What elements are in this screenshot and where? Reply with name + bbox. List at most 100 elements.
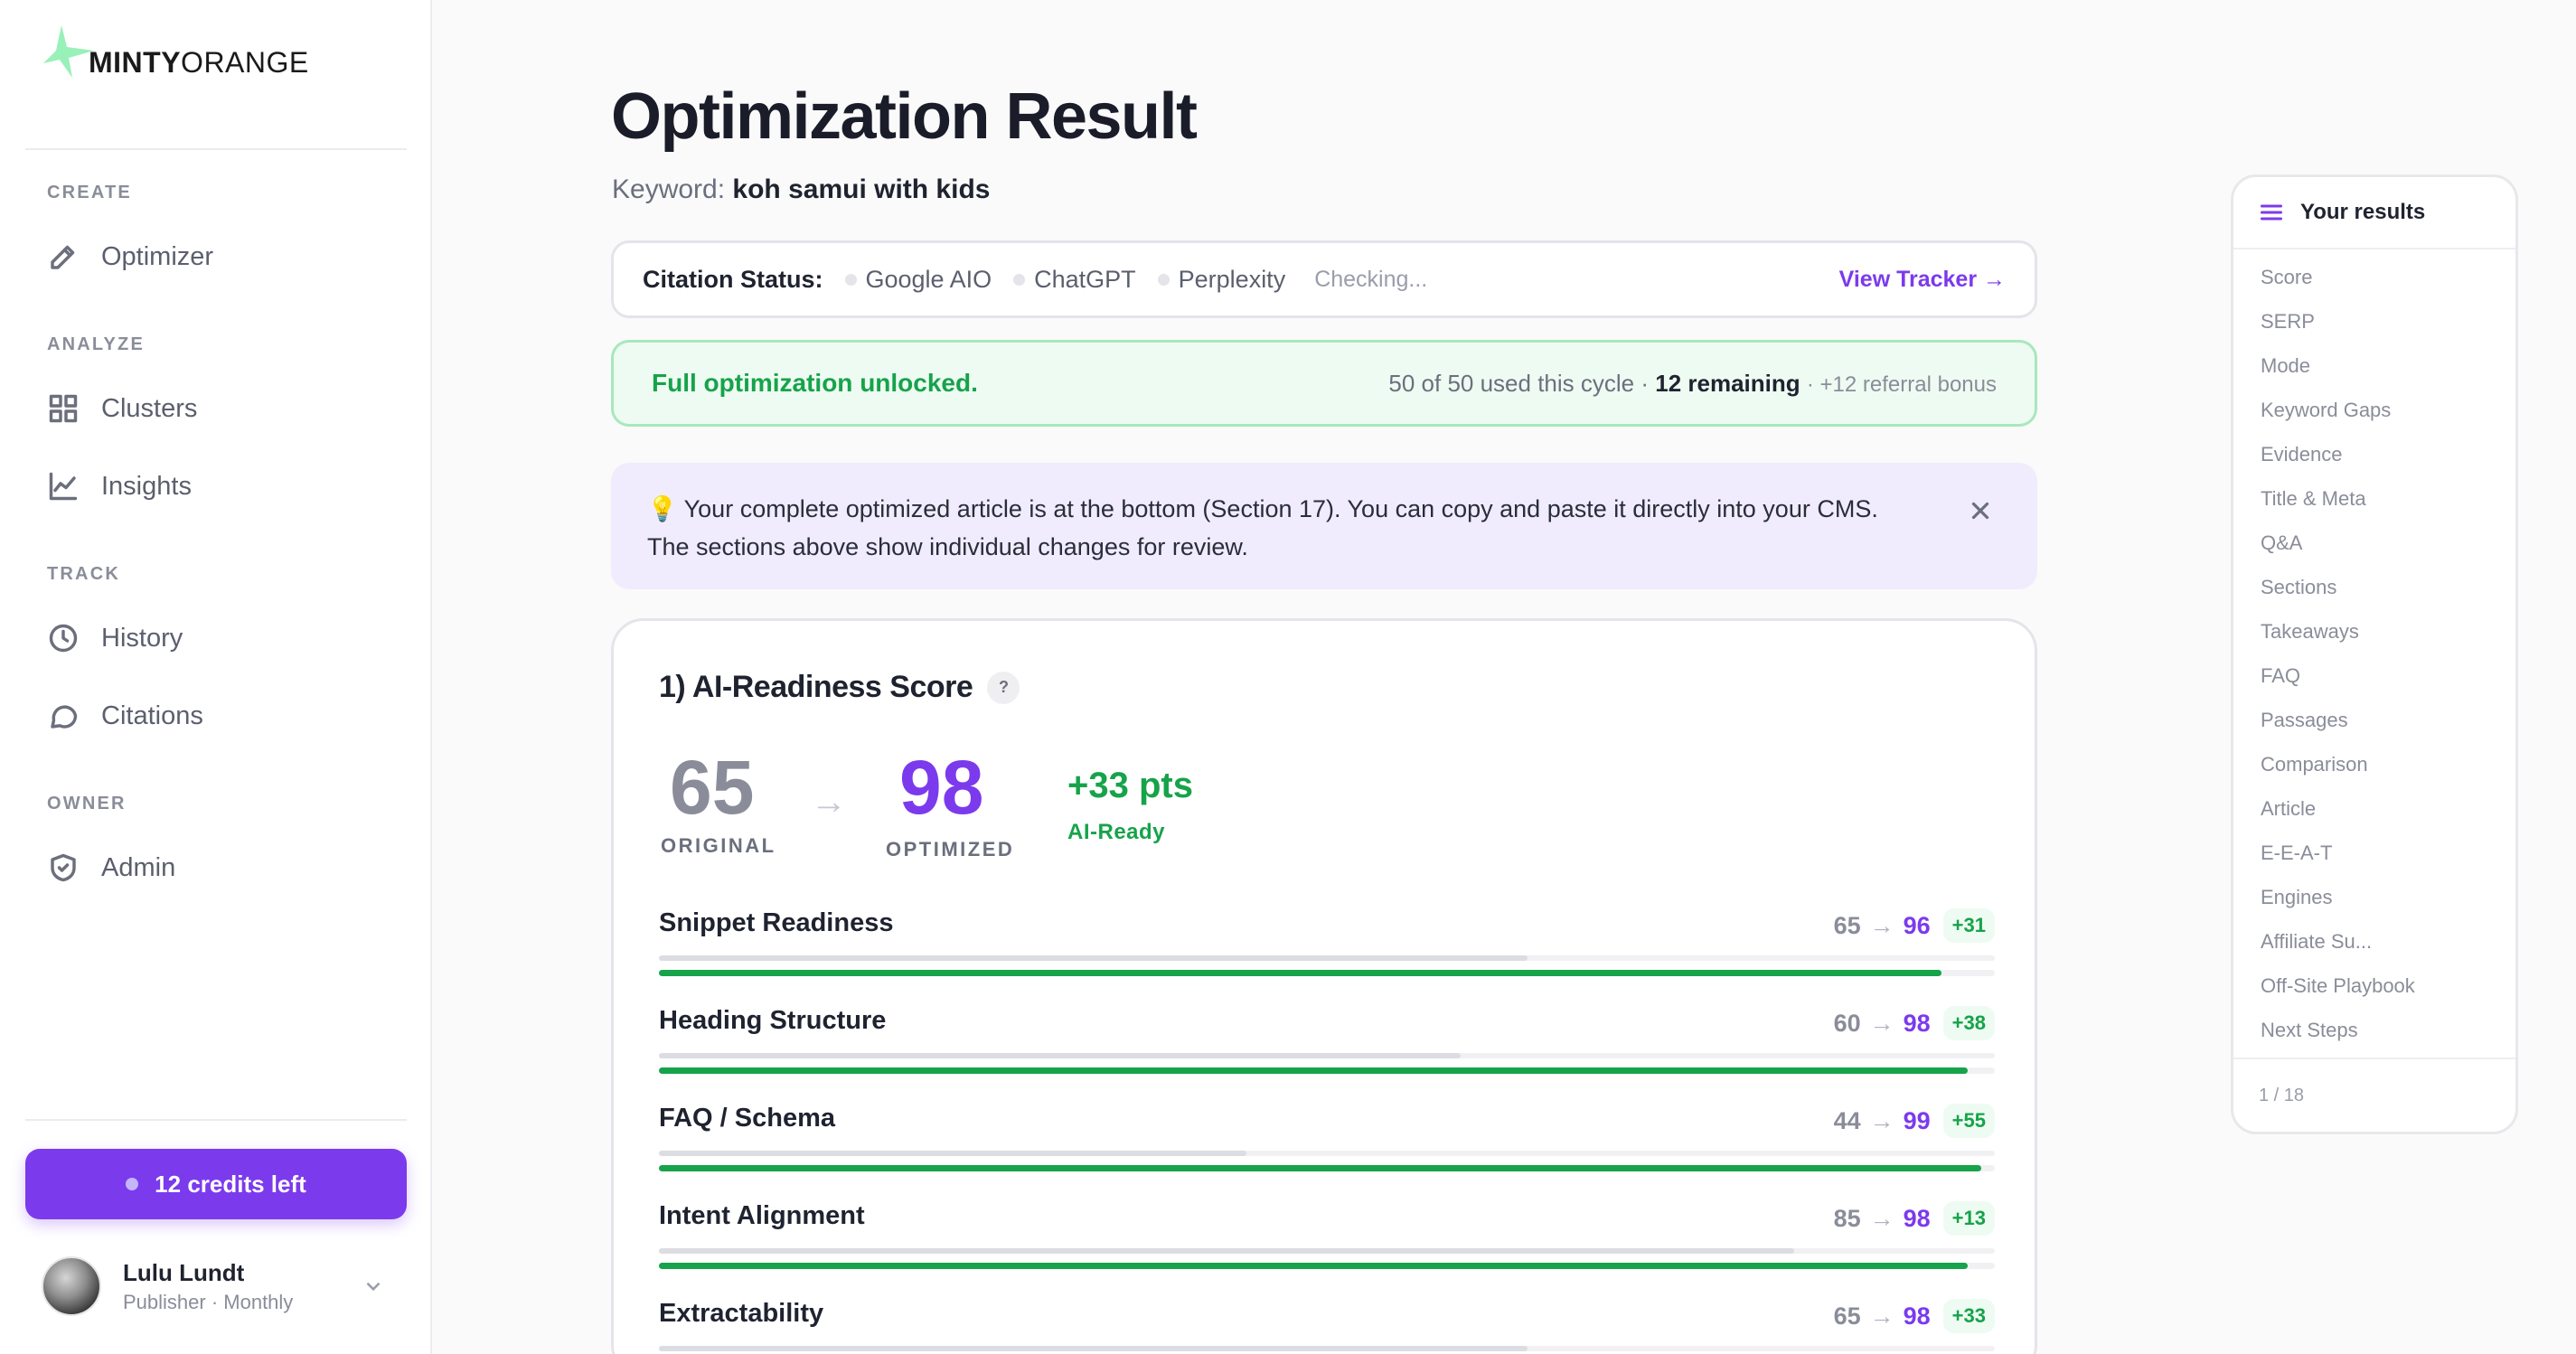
citation-status-bar: Citation Status: Google AIO ChatGPT Perp… bbox=[611, 240, 2037, 318]
sidebar-item-optimizer[interactable]: Optimizer bbox=[45, 228, 213, 286]
help-icon[interactable]: ? bbox=[987, 671, 1020, 704]
status-dot-icon bbox=[844, 273, 857, 286]
results-nav-item[interactable]: Affiliate Su... bbox=[2261, 930, 2373, 953]
chat-bubble-icon bbox=[45, 698, 81, 734]
clock-icon bbox=[45, 620, 81, 656]
metric-name: Intent Alignment bbox=[659, 1201, 865, 1230]
results-nav-item[interactable]: Article bbox=[2261, 797, 2317, 820]
results-nav-item[interactable]: Off-Site Playbook bbox=[2261, 974, 2415, 997]
results-nav-item[interactable]: Evidence bbox=[2261, 443, 2343, 465]
avatar bbox=[42, 1256, 101, 1316]
arrow-right-icon: → bbox=[1869, 1106, 1894, 1134]
unlock-title: Full optimization unlocked. bbox=[652, 369, 978, 397]
optimized-progress-bar bbox=[659, 1263, 1995, 1269]
results-nav-item[interactable]: E-E-A-T bbox=[2261, 842, 2333, 864]
sidebar-item-label: Insights bbox=[101, 471, 192, 501]
chart-line-icon bbox=[45, 468, 81, 504]
engine-google-aio: Google AIO bbox=[844, 266, 992, 294]
score-status: AI-Ready bbox=[1067, 820, 1166, 844]
results-pagination: 1 / 18 bbox=[2233, 1058, 2515, 1132]
metric-original: 65 bbox=[1833, 911, 1861, 939]
score-metric-row: Heading Structure 60 → 98 +38 bbox=[659, 1006, 1995, 1074]
info-notice: 💡 Your complete optimized article is at … bbox=[611, 463, 2037, 589]
lightbulb-icon: 💡 bbox=[647, 495, 678, 522]
user-plan: Publisher · Monthly bbox=[123, 1290, 294, 1313]
metric-optimized: 98 bbox=[1903, 1302, 1931, 1330]
optimized-label: OPTIMIZED bbox=[886, 838, 1015, 860]
sidebar-item-insights[interactable]: Insights bbox=[45, 457, 192, 515]
metric-scores: 60 → 98 +38 bbox=[1834, 1006, 1995, 1040]
results-nav-item[interactable]: Title & Meta bbox=[2261, 487, 2366, 510]
section-label-analyze: ANALYZE bbox=[47, 334, 146, 354]
close-icon[interactable] bbox=[1967, 497, 1994, 524]
optimized-progress-bar bbox=[659, 970, 1995, 976]
metric-optimized: 96 bbox=[1903, 911, 1931, 939]
star-logo-icon bbox=[43, 25, 94, 78]
metric-delta-badge: +38 bbox=[1942, 1006, 1995, 1040]
unlock-banner: Full optimization unlocked. 50 of 50 use… bbox=[611, 340, 2037, 427]
brand-name: MINTYORANGE bbox=[89, 45, 309, 79]
grid-icon bbox=[45, 390, 81, 427]
referral-bonus: · +12 referral bonus bbox=[1806, 371, 1997, 397]
score-metric-row: Extractability 65 → 98 +33 bbox=[659, 1299, 1995, 1354]
results-header[interactable]: Your results bbox=[2233, 177, 2515, 249]
metric-optimized: 99 bbox=[1903, 1106, 1931, 1134]
keyword-label: Keyword: bbox=[612, 174, 726, 204]
metric-name: Extractability bbox=[659, 1299, 824, 1328]
section-label-track: TRACK bbox=[47, 564, 120, 584]
score-metric-row: Intent Alignment 85 → 98 +13 bbox=[659, 1201, 1995, 1269]
original-progress-bar bbox=[659, 1248, 1995, 1254]
metric-delta-badge: +31 bbox=[1942, 908, 1995, 943]
results-nav-item[interactable]: Comparison bbox=[2261, 753, 2368, 776]
view-tracker-link[interactable]: View Tracker → bbox=[1838, 266, 2006, 292]
metric-name: Heading Structure bbox=[659, 1006, 887, 1035]
remaining-count: 12 remaining bbox=[1655, 369, 1800, 397]
results-nav-item[interactable]: Sections bbox=[2261, 576, 2337, 598]
engine-perplexity: Perplexity bbox=[1157, 266, 1285, 294]
results-nav-item[interactable]: FAQ bbox=[2261, 664, 2301, 687]
section-label-create: CREATE bbox=[47, 183, 132, 202]
credits-dot-icon bbox=[126, 1178, 139, 1190]
results-nav-item[interactable]: Score bbox=[2261, 266, 2313, 288]
results-nav-item[interactable]: Mode bbox=[2261, 354, 2311, 377]
metric-delta-badge: +13 bbox=[1942, 1201, 1995, 1236]
sidebar-item-clusters[interactable]: Clusters bbox=[45, 380, 197, 437]
original-progress-bar bbox=[659, 1053, 1995, 1058]
metric-name: FAQ / Schema bbox=[659, 1104, 836, 1133]
citation-checking-status: Checking... bbox=[1314, 266, 1428, 292]
menu-icon bbox=[2260, 204, 2283, 221]
results-nav-item[interactable]: SERP bbox=[2261, 310, 2315, 333]
arrow-right-icon: → bbox=[1869, 911, 1894, 939]
metric-delta-badge: +33 bbox=[1942, 1299, 1995, 1333]
brand-logo[interactable]: MINTYORANGE bbox=[42, 24, 309, 81]
shield-check-icon bbox=[45, 850, 81, 886]
results-nav-item[interactable]: Passages bbox=[2261, 709, 2348, 731]
sidebar-divider bbox=[25, 148, 407, 150]
ai-readiness-card: 1) AI-Readiness Score ? 65 ORIGINAL → 98… bbox=[611, 618, 2037, 1354]
results-nav-item[interactable]: Engines bbox=[2261, 886, 2333, 908]
metric-original: 60 bbox=[1833, 1009, 1861, 1037]
chevron-down-icon[interactable] bbox=[362, 1274, 385, 1298]
metric-optimized: 98 bbox=[1903, 1204, 1931, 1232]
metric-delta-badge: +55 bbox=[1942, 1104, 1995, 1138]
status-dot-icon bbox=[1013, 273, 1026, 286]
original-label: ORIGINAL bbox=[661, 834, 776, 857]
sidebar-item-label: Optimizer bbox=[101, 241, 214, 271]
sidebar-item-label: History bbox=[101, 623, 183, 653]
user-menu[interactable]: Lulu Lundt Publisher · Monthly bbox=[42, 1255, 403, 1318]
page-title: Optimization Result bbox=[611, 80, 1198, 153]
metric-original: 85 bbox=[1833, 1204, 1861, 1232]
arrow-right-icon: → bbox=[811, 782, 847, 822]
results-nav-item[interactable]: Takeaways bbox=[2261, 620, 2359, 643]
results-nav-item[interactable]: Q&A bbox=[2261, 531, 2303, 554]
sidebar-item-citations[interactable]: Citations bbox=[45, 687, 203, 745]
credits-button[interactable]: 12 credits left bbox=[25, 1149, 407, 1219]
metric-name: Snippet Readiness bbox=[659, 908, 894, 937]
section-label-owner: OWNER bbox=[47, 794, 127, 813]
results-nav-item[interactable]: Next Steps bbox=[2261, 1019, 2358, 1041]
results-nav-item[interactable]: Keyword Gaps bbox=[2261, 399, 2392, 421]
status-dot-icon bbox=[1157, 273, 1170, 286]
sidebar-item-admin[interactable]: Admin bbox=[45, 839, 175, 897]
sidebar-item-history[interactable]: History bbox=[45, 609, 183, 667]
citation-label: Citation Status: bbox=[643, 265, 823, 293]
